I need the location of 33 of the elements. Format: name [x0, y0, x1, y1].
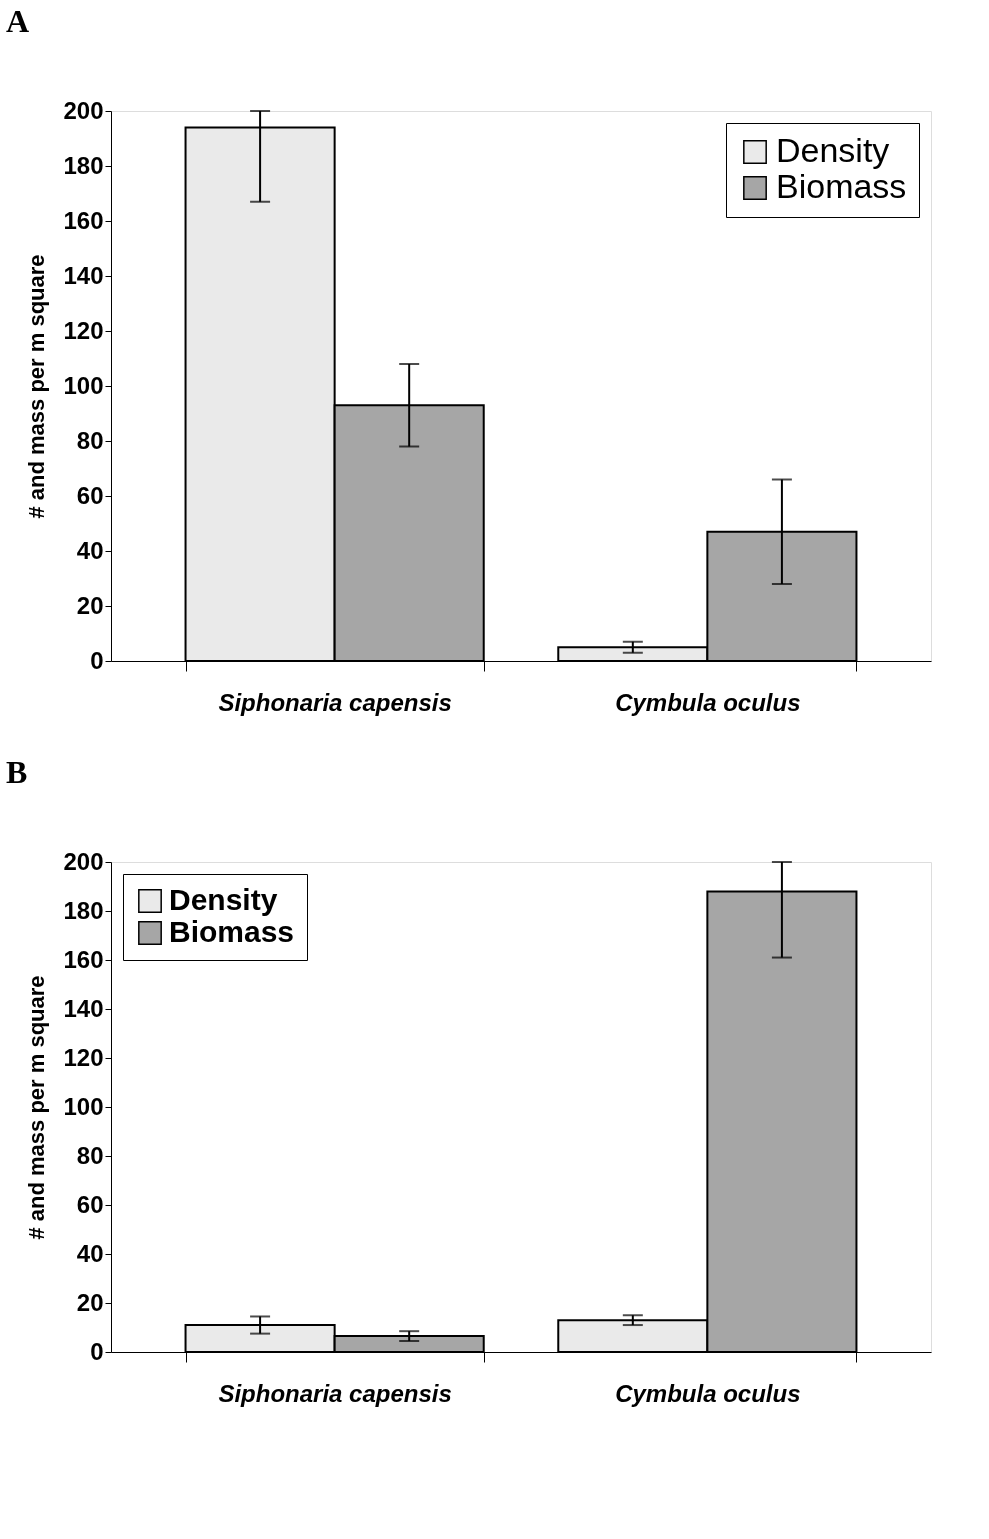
y-tick-label: 0	[90, 646, 104, 674]
y-tick-label: 20	[76, 1288, 104, 1316]
y-tick-label: 180	[63, 896, 104, 924]
y-axis-title: # and mass per m square	[24, 975, 50, 1240]
y-tick-label: 0	[90, 1337, 104, 1365]
y-tick-label: 160	[63, 206, 104, 234]
y-axis-title: # and mass per m square	[24, 254, 50, 519]
x-tick-label: Cymbula oculus	[615, 1379, 801, 1407]
y-tick-label: 20	[76, 591, 104, 619]
y-tick-label: 200	[63, 96, 104, 124]
y-tick-label: 40	[76, 536, 104, 564]
y-tick-label: 120	[63, 1043, 104, 1071]
y-tick-label: 160	[63, 945, 104, 973]
chart-title: B	[5, 754, 28, 790]
y-tick-label: 60	[76, 1190, 104, 1218]
legend-label: Density	[776, 131, 890, 169]
y-tick-label: 140	[63, 261, 104, 289]
y-tick-label: 40	[76, 1239, 104, 1267]
y-tick-label: 80	[76, 426, 104, 454]
x-tick-label: Siphonaria capensis	[218, 688, 452, 716]
legend-label: Biomass	[169, 915, 295, 948]
x-tick-label: Siphonaria capensis	[218, 1379, 452, 1407]
chart-title: A	[5, 3, 30, 39]
y-tick-label: 100	[63, 1092, 104, 1120]
y-tick-label: 140	[63, 994, 104, 1022]
y-tick-label: 60	[76, 481, 104, 509]
y-tick-label: 80	[76, 1141, 104, 1169]
y-tick-label: 120	[63, 316, 104, 344]
y-tick-label: 180	[63, 151, 104, 179]
y-tick-label: 200	[63, 847, 104, 875]
legend-label: Density	[169, 883, 278, 916]
y-tick-label: 100	[63, 371, 104, 399]
x-tick-label: Cymbula oculus	[615, 688, 801, 716]
